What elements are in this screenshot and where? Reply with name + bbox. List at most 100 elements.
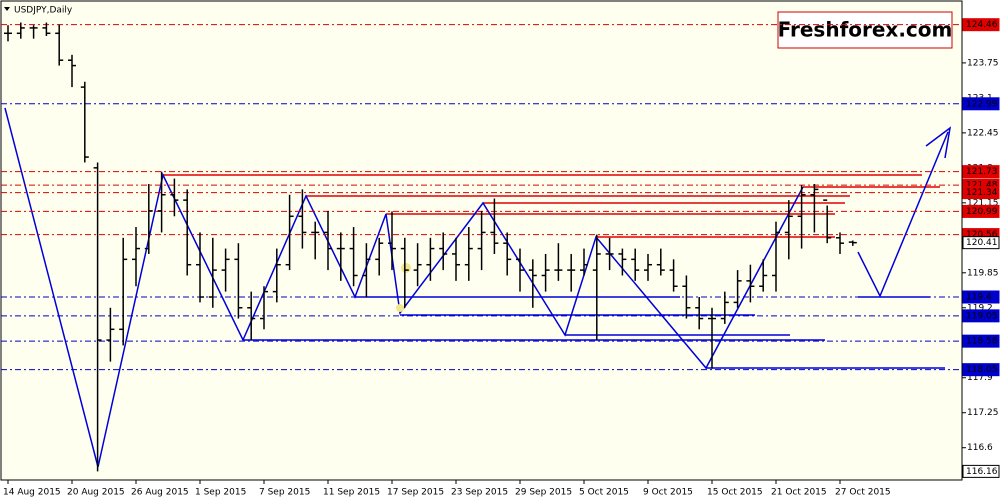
ohlc-bar [695,297,704,330]
x-tick-label: 15 Oct 2015 [707,488,763,498]
level-label: 124.46 [966,20,998,30]
chart-title: USDJPY,Daily [14,6,73,16]
ohlc-bar [503,232,512,276]
ohlc-bar [477,210,486,271]
level-label: 121.34 [966,188,998,198]
y-tick-label: 121.15 [967,198,999,208]
x-tick-label: 21 Oct 2015 [771,488,827,498]
level-box [962,334,1000,348]
level-box [962,236,1000,250]
level-box [962,204,1000,218]
x-tick-label: 7 Sep 2015 [259,488,310,498]
ohlc-bar [80,81,89,163]
level-box [962,309,1000,323]
ohlc-bar [68,54,76,88]
ohlc-bar [272,248,281,303]
y-tick-label: 116.6 [967,443,993,453]
x-tick-label: 26 Aug 2015 [131,488,189,498]
level-label: 119.4 [966,293,992,303]
level-label: 118.05 [966,365,998,375]
ohlc-bar [631,248,640,281]
ohlc-bar [221,248,230,292]
ohlc-bar [452,237,460,281]
ohlc-bar [298,189,307,249]
ohlc-bar [464,227,473,281]
level-box [962,165,1000,179]
ohlc-bar [554,243,563,281]
ohlc-bar [528,259,537,308]
watermark-box [777,11,953,49]
ohlc-bar [823,199,832,244]
level-label: 120.41 [966,238,998,248]
ohlc-bar [656,248,665,276]
x-tick-label: 29 Sep 2015 [515,488,572,498]
level-label: 121.73 [966,167,998,177]
ohlc-bar [247,291,256,341]
level-box [962,464,1000,478]
ohlc-bar [4,25,12,42]
ohlc-bar [29,25,38,39]
ohlc-bar [592,234,601,341]
ohlc-bar [669,259,678,292]
ohlc-bar [388,211,396,271]
title-icon [4,7,10,11]
ohlc-bar [311,221,320,260]
x-tick-label: 14 Aug 2015 [3,488,61,498]
y-tick-label: 117.25 [967,408,999,418]
ohlc-bar [260,286,268,330]
watermark: Freshforex.com [778,18,953,42]
level-box [962,97,1000,111]
y-tick-label: 119.2 [967,303,993,313]
ohlc-bar [784,200,793,260]
ohlc-bar [183,189,192,276]
ohlc-bar [580,248,588,276]
ohlc-bar [170,178,179,217]
y-tick-label: 122.45 [967,128,999,138]
ohlc-bar [375,237,384,276]
x-tick-label: 20 Aug 2015 [67,488,125,498]
x-tick-label: 27 Oct 2015 [835,488,891,498]
ohlc-bar [324,210,332,271]
ohlc-bar [836,232,844,254]
ohlc-bar [426,237,435,281]
y-tick-label: 119.85 [967,268,999,278]
ohlc-bar [400,237,409,308]
ohlc-bar [208,237,217,308]
ohlc-bar [720,291,729,324]
level-label: 121.48 [966,181,998,191]
ohlc-bar [349,227,358,287]
ohlc-bar [810,183,819,233]
level-label: 116.16 [966,467,998,477]
ohlc-bar [132,227,140,287]
x-tick-label: 5 Oct 2015 [579,488,629,498]
x-tick-label: 9 Oct 2015 [643,488,693,498]
level-label: 122.99 [966,99,998,109]
ohlc-bar [490,198,499,254]
ohlc-bar [644,253,652,281]
ohlc-bar [157,171,166,233]
resistance-lines [163,174,940,238]
ohlc-bar [42,22,51,36]
ohlc-bar [16,22,25,39]
ohlc-bar [797,185,806,249]
level-label: 118.58 [966,337,998,347]
level-box [962,363,1000,377]
ohlc-bar [336,232,345,281]
level-box [962,290,1000,304]
level-label: 120.99 [966,207,998,217]
level-box [962,186,1000,200]
ohlc-bar [362,243,371,298]
level-label: 120.56 [966,230,998,240]
ohlc-bar [567,253,576,292]
ohlc-bar [733,270,742,308]
ohlc-bar [106,307,115,362]
x-tick-label: 11 Sep 2015 [323,488,380,498]
ohlc-bar [119,237,128,346]
ohlc-bar [144,183,153,254]
ohlc-bar [55,24,64,66]
ohlc-bar [618,248,627,276]
ohlc-bar [772,221,780,292]
ohlc-bar [682,275,691,319]
ohlc-bar [746,264,755,303]
